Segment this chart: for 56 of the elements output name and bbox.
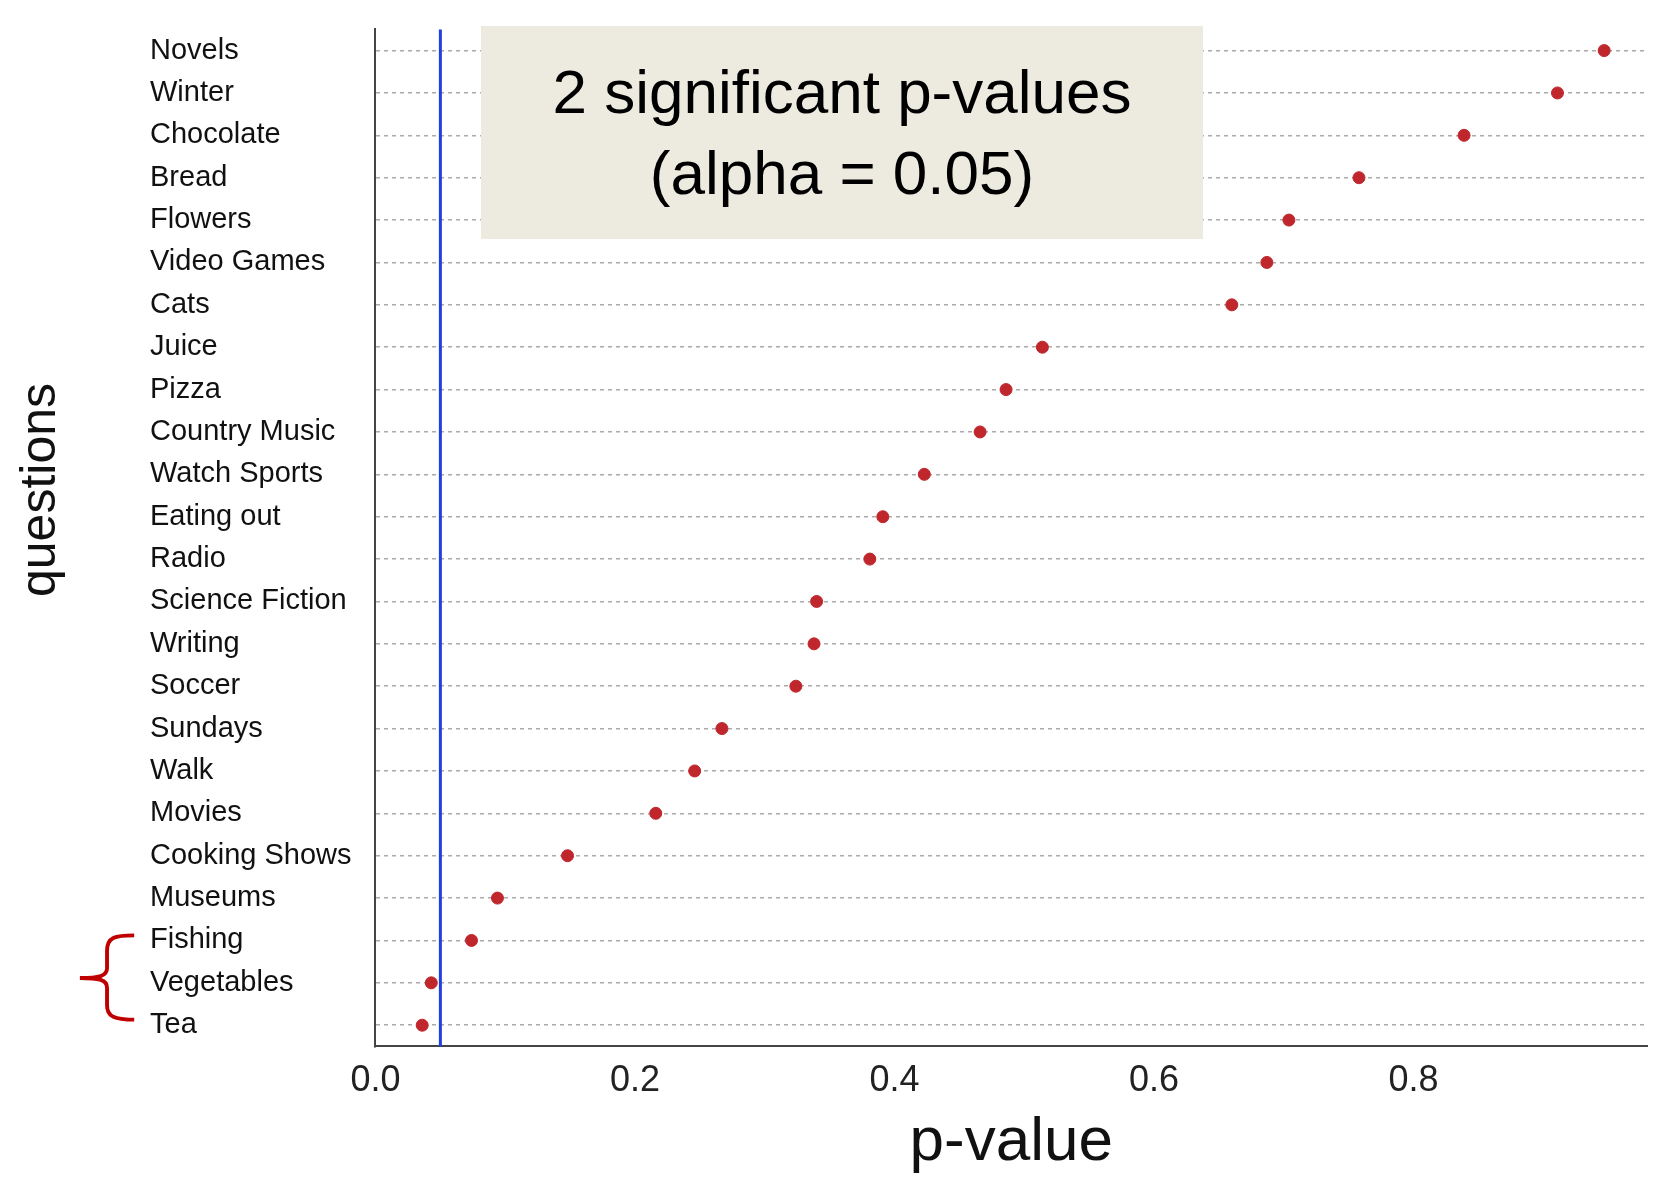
point — [807, 637, 821, 651]
point — [810, 594, 824, 608]
point — [1035, 340, 1049, 354]
y-tick-label: Sundays — [150, 710, 263, 743]
y-tick-label: Juice — [150, 329, 218, 362]
y-tick-label: Country Music — [150, 413, 336, 446]
point — [490, 891, 504, 905]
point — [424, 976, 438, 990]
y-tick-label: Bread — [150, 159, 228, 192]
y-tick-label: Cats — [150, 286, 210, 319]
point — [1550, 86, 1564, 100]
y-tick-label: Chocolate — [150, 117, 281, 150]
y-tick-label: Soccer — [150, 668, 241, 701]
point — [649, 806, 663, 820]
point — [1225, 298, 1239, 312]
x-axis-title: p-value — [909, 1103, 1113, 1173]
point — [465, 933, 479, 947]
y-tick-label: Novels — [150, 32, 239, 65]
point — [863, 552, 877, 566]
point — [1457, 128, 1471, 142]
y-tick-label: Movies — [150, 795, 242, 828]
point — [561, 849, 575, 863]
point — [999, 383, 1013, 397]
y-tick-label: Vegetables — [150, 964, 294, 997]
y-tick-label: Flowers — [150, 202, 252, 235]
y-tick-label: Walk — [150, 752, 214, 785]
point — [1597, 44, 1611, 58]
y-tick-label: Museums — [150, 880, 276, 913]
y-tick-label: Radio — [150, 541, 226, 574]
point — [876, 510, 890, 524]
x-tick-label: 0.4 — [869, 1057, 920, 1099]
point — [1260, 255, 1274, 269]
y-tick-label: Fishing — [150, 922, 244, 955]
x-tick-label: 0.6 — [1128, 1057, 1179, 1099]
point — [688, 764, 702, 778]
y-tick-label: Writing — [150, 625, 240, 658]
x-tick-label: 0.0 — [350, 1057, 401, 1099]
x-tick-label: 0.8 — [1388, 1057, 1439, 1099]
y-tick-label: Cooking Shows — [150, 837, 352, 870]
point — [415, 1018, 429, 1032]
point — [917, 467, 931, 481]
annotation: 2 significant p-values (alpha = 0.05) — [481, 26, 1203, 239]
point — [1352, 171, 1366, 185]
y-tick-label: Video Games — [150, 244, 326, 277]
y-tick-label: Eating out — [150, 498, 281, 531]
y-tick-label: Winter — [150, 74, 235, 107]
y-axis-title: questions — [9, 382, 67, 598]
point — [789, 679, 803, 693]
y-tick-label: Science Fiction — [150, 583, 347, 616]
x-tick-label: 0.2 — [609, 1057, 661, 1099]
y-tick-label: Watch Sports — [150, 456, 323, 489]
point — [1282, 213, 1296, 227]
point — [715, 722, 729, 736]
y-tick-label: Pizza — [150, 371, 222, 404]
point — [973, 425, 987, 439]
y-tick-label: Tea — [150, 1007, 198, 1040]
